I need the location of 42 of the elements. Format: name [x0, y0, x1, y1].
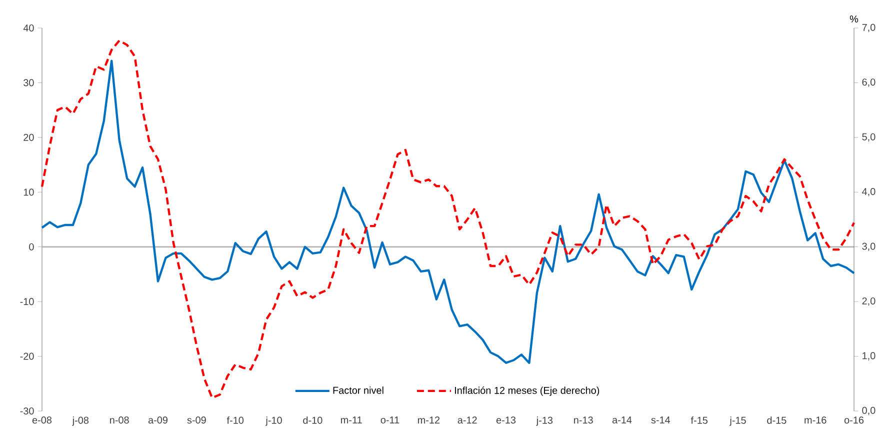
- y2-tick-label: 4,0: [862, 188, 876, 196]
- x-tick-label: m-16: [804, 416, 826, 424]
- y-tick-label: 10: [24, 188, 34, 196]
- y2-axis-title: %: [850, 16, 858, 22]
- x-tick-label: e-13: [496, 416, 516, 424]
- y-tick-label: 0: [29, 243, 34, 250]
- y2-tick-label: 6,0: [862, 78, 876, 87]
- x-tick-label: n-13: [574, 416, 593, 424]
- x-tick-label: e-08: [32, 416, 52, 424]
- y-tick-label: -20: [20, 352, 34, 360]
- x-tick-label: n-08: [110, 416, 129, 424]
- y-tick-label: 30: [24, 79, 34, 86]
- y-tick-label: 40: [23, 24, 34, 32]
- y-tick-label: -30: [20, 407, 34, 415]
- x-tick-label: d-10: [303, 416, 322, 424]
- x-tick-label: j-10: [265, 416, 282, 426]
- y2-tick-label: 2,0: [862, 297, 876, 306]
- x-tick-label: a-14: [612, 416, 632, 424]
- x-tick-label: s-14: [651, 416, 670, 424]
- x-tick-label: a-09: [148, 416, 168, 424]
- x-tick-label: o-16: [844, 416, 864, 424]
- x-tick-label: j-15: [729, 416, 746, 426]
- x-tick-label: a-12: [458, 416, 477, 424]
- x-tick-label: f-15: [690, 416, 708, 424]
- legend-label: Inflación 12 meses (Eje derecho): [454, 386, 600, 396]
- x-tick-label: m-11: [341, 416, 362, 424]
- line-series: [40, 39, 856, 399]
- x-tick-label: j-13: [536, 416, 553, 426]
- x-tick-label: o-11: [380, 416, 400, 424]
- x-tick-label: d-15: [767, 416, 786, 424]
- y2-tick-label: 7,0: [862, 24, 876, 32]
- x-tick-label: s-09: [187, 416, 206, 424]
- y2-tick-label: 1,0: [862, 352, 876, 360]
- x-tick-label: j-08: [72, 416, 89, 426]
- y2-tick-label: 3,0: [862, 242, 876, 251]
- legend-label: Factor nivel: [333, 386, 384, 394]
- y2-tick-label: 0,0: [862, 406, 876, 416]
- y2-tick-label: 5,0: [862, 133, 876, 142]
- y-tick-label: 20: [24, 134, 34, 141]
- y-tick-label: -10: [20, 298, 34, 306]
- x-tick-label: f-10: [226, 416, 244, 424]
- x-tick-label: m-12: [418, 416, 440, 424]
